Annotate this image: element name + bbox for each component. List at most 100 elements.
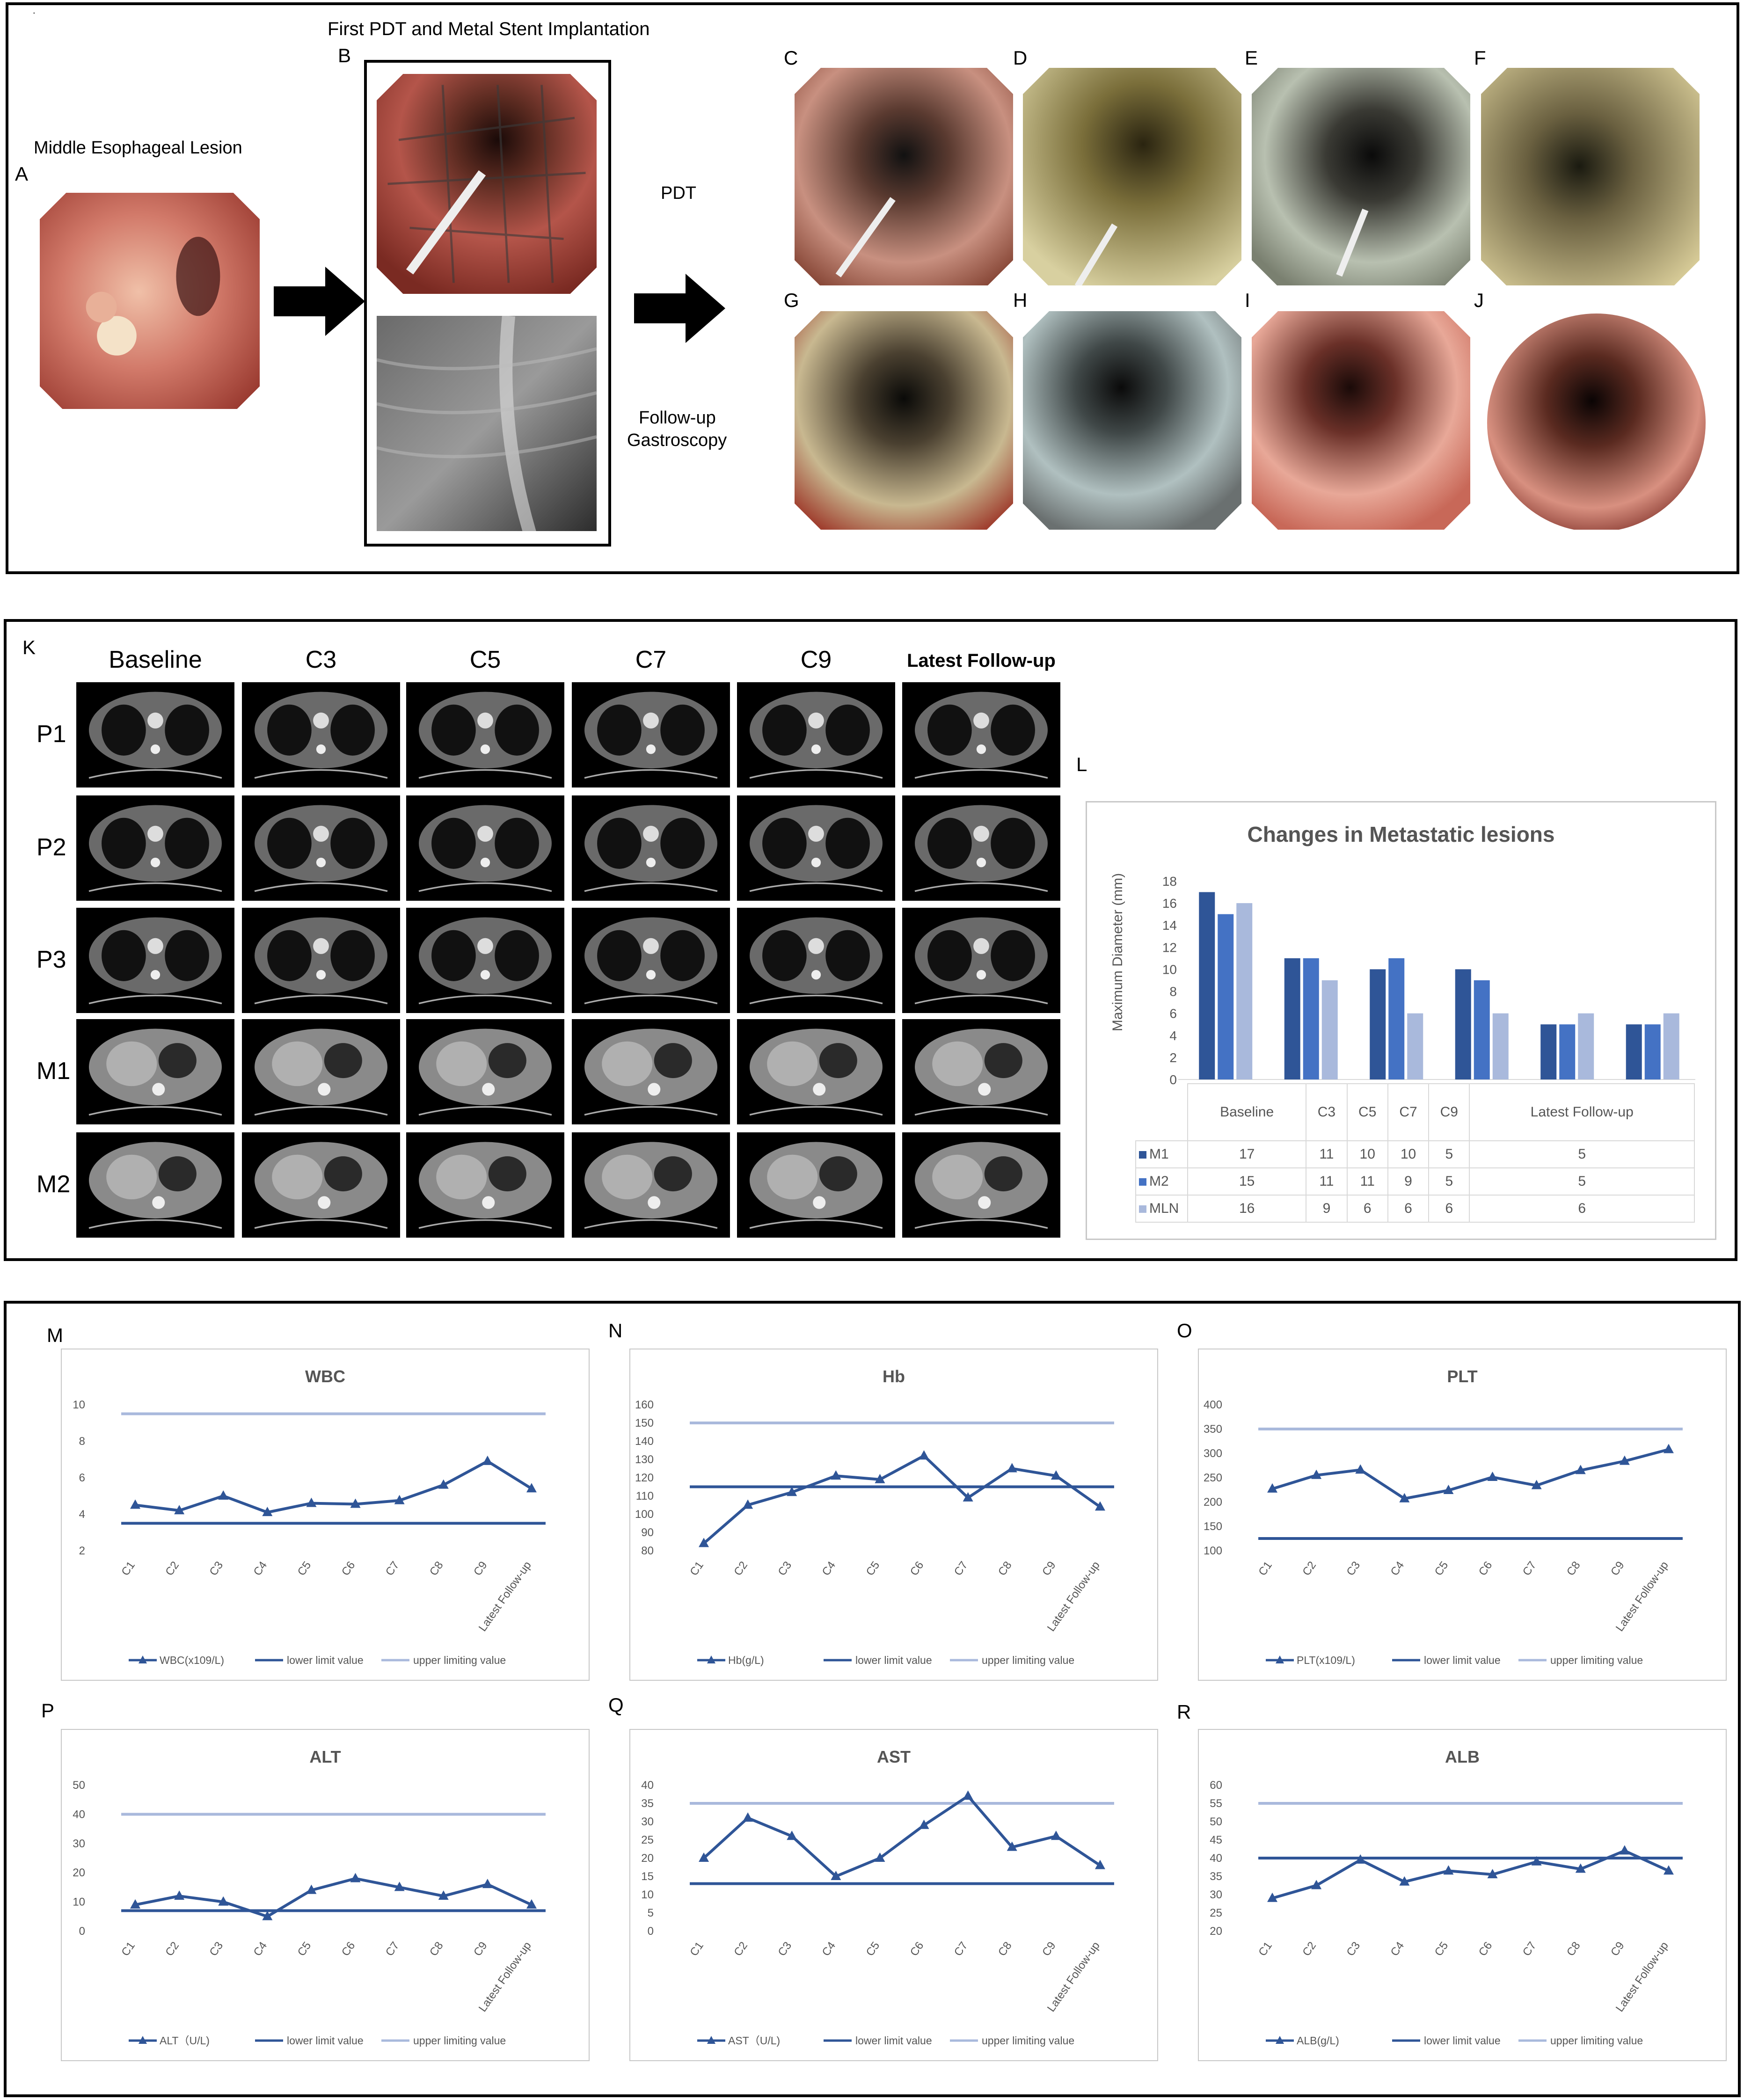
lab-y-tick: 10	[73, 1399, 85, 1411]
data-point	[1095, 1859, 1105, 1869]
xray-image-b	[377, 316, 597, 531]
data-point	[482, 1879, 493, 1889]
data-point	[1663, 1444, 1674, 1453]
data-point	[482, 1455, 493, 1465]
data-point	[1355, 1464, 1366, 1474]
lab-y-tick: 30	[73, 1838, 85, 1850]
lab-y-tick: 30	[1210, 1889, 1222, 1901]
data-point	[963, 1790, 973, 1800]
legend-series-marker	[707, 1655, 715, 1663]
data-point	[787, 1487, 797, 1496]
series-line	[135, 1459, 533, 1514]
ct-column-header: C5	[469, 646, 501, 673]
lab-x-tick: C2	[731, 1940, 750, 1959]
panel-letter-o: O	[1177, 1320, 1192, 1342]
stray-dot: .	[33, 6, 36, 16]
data-point	[1007, 1841, 1017, 1851]
lesions-bar	[1474, 980, 1490, 1079]
lesions-bar	[1455, 969, 1471, 1079]
endoscopy-image-f	[1481, 68, 1700, 285]
panel-letter-i: I	[1245, 289, 1250, 311]
ct-row-header: P1	[36, 720, 66, 748]
lesions-bar	[1218, 914, 1234, 1079]
lesions-y-tick: 16	[1162, 896, 1177, 911]
lesions-chart-title: Changes in Metastatic lesions	[1248, 822, 1555, 846]
data-point	[875, 1852, 885, 1862]
lab-x-tick: C6	[908, 1940, 927, 1959]
table-header-cell: C7	[1387, 1083, 1430, 1141]
panel-letter-a: A	[15, 163, 29, 185]
ct-scan-image	[737, 908, 895, 1013]
lab-x-tick: C3	[1344, 1559, 1363, 1578]
lesions-bar	[1663, 1013, 1679, 1079]
lab-x-tick: C4	[1388, 1559, 1407, 1578]
lab-chart-box: AST 0 5 10 15 20 25 30 35 40 C1 C2 C3 C4 C5 C6 C7 C8 C9 Lat…	[629, 1729, 1158, 2061]
data-point	[1051, 1830, 1061, 1840]
ct-scan-image	[737, 1132, 895, 1238]
lesions-bar	[1578, 1013, 1594, 1079]
ct-scan-image	[902, 1132, 1060, 1238]
series-line	[703, 1454, 1101, 1545]
panel-letter-n: N	[608, 1320, 623, 1342]
table-cell: 17	[1187, 1140, 1307, 1168]
ct-scan-image	[76, 908, 234, 1013]
lab-x-tick: C1	[1256, 1940, 1275, 1959]
lesions-bar	[1303, 958, 1319, 1079]
lesions-bar	[1644, 1024, 1661, 1079]
stent-title: First PDT and Metal Stent Implantation	[328, 19, 650, 39]
data-point	[526, 1899, 537, 1909]
lab-x-tick: C4	[251, 1559, 270, 1578]
endoscopy-image-c	[795, 68, 1013, 285]
lab-y-tick: 120	[635, 1472, 654, 1484]
lesions-bar	[1370, 969, 1386, 1079]
lesions-bar	[1492, 1013, 1509, 1079]
lab-x-tick: C5	[295, 1559, 314, 1578]
data-point	[438, 1479, 449, 1489]
lab-y-tick: 25	[641, 1834, 654, 1846]
lab-y-tick: 20	[1210, 1925, 1222, 1938]
data-point	[218, 1896, 229, 1906]
table-series-label: M2	[1135, 1167, 1188, 1196]
ct-row-header: P2	[36, 833, 66, 861]
lab-x-tick: C5	[864, 1559, 883, 1578]
lab-x-tick: C4	[1388, 1940, 1407, 1959]
panel-letter-h: H	[1013, 289, 1028, 311]
panel-letter-m: M	[47, 1324, 63, 1346]
legend-upper-label: upper limiting value	[1550, 1654, 1643, 1666]
lab-y-tick: 30	[641, 1816, 654, 1828]
ct-row-header: P3	[36, 946, 66, 973]
lab-y-tick: 35	[641, 1797, 654, 1810]
lesions-bar	[1559, 1024, 1576, 1079]
data-point	[1575, 1465, 1586, 1474]
data-point	[1051, 1470, 1061, 1480]
table-series-label: M1	[1135, 1140, 1188, 1168]
pdt-label: PDT	[661, 183, 696, 203]
data-point	[174, 1505, 185, 1515]
lesions-y-tick: 4	[1169, 1028, 1177, 1043]
legend-series-label: AST（U/L)	[728, 2034, 780, 2047]
lab-chart-box: PLT 100 150 200 250 300 350 400 C1 C2 C3 C4 C5 C6 C7 C8…	[1198, 1349, 1727, 1681]
table-corner	[1136, 1084, 1188, 1141]
lab-y-tick: 4	[79, 1508, 85, 1521]
legend-upper-label: upper limiting value	[982, 1654, 1074, 1666]
panel-letter-c: C	[784, 47, 798, 69]
data-point	[919, 1819, 929, 1829]
legend-series-label: ALB(g/L)	[1297, 2034, 1339, 2047]
lesion-label: Middle Esophageal Lesion	[34, 138, 242, 158]
lesions-bar	[1540, 1024, 1557, 1079]
lesions-bar	[1284, 958, 1300, 1079]
lesions-y-tick: 2	[1169, 1050, 1177, 1065]
lab-x-tick: C5	[295, 1940, 314, 1959]
lesions-bar	[1236, 903, 1253, 1079]
lab-x-tick: C7	[952, 1559, 971, 1578]
lab-y-tick: 10	[641, 1889, 654, 1901]
lab-y-tick: 10	[73, 1896, 85, 1909]
lab-x-tick: C7	[1520, 1940, 1539, 1959]
lab-y-tick: 6	[79, 1472, 85, 1484]
lab-y-tick: 50	[73, 1779, 85, 1792]
lab-x-tick: C5	[1432, 1940, 1451, 1959]
data-point	[1355, 1854, 1366, 1864]
